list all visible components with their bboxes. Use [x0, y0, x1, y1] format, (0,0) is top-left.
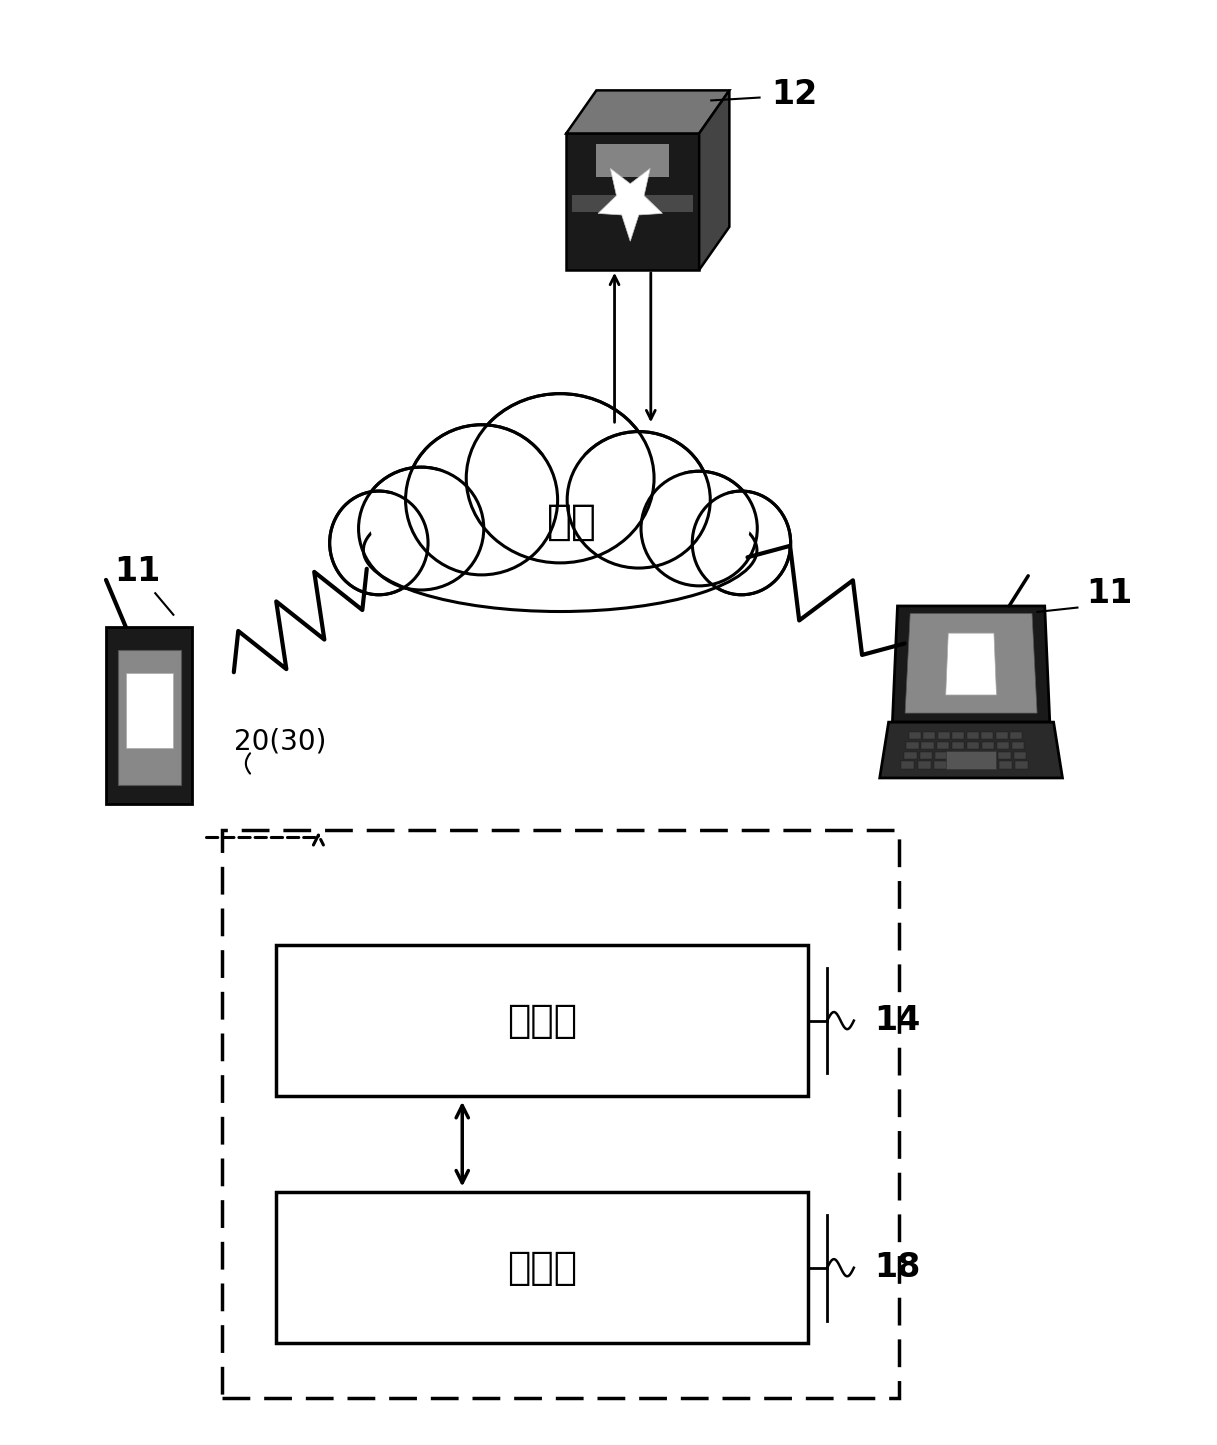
Polygon shape [596, 143, 669, 176]
Bar [221, 831, 898, 1397]
Bar [276, 1192, 808, 1344]
Polygon shape [946, 751, 997, 769]
Polygon shape [924, 733, 935, 740]
Text: 18: 18 [874, 1251, 921, 1285]
Polygon shape [950, 762, 964, 769]
Text: 14: 14 [874, 1004, 920, 1038]
Ellipse shape [359, 467, 484, 590]
Polygon shape [904, 751, 916, 759]
Text: 存储器: 存储器 [507, 1248, 577, 1286]
Polygon shape [966, 741, 978, 750]
Polygon shape [118, 650, 180, 785]
Ellipse shape [364, 488, 757, 611]
Polygon shape [880, 722, 1062, 777]
Polygon shape [999, 762, 1013, 769]
Ellipse shape [370, 454, 750, 597]
Polygon shape [966, 751, 980, 759]
Text: 网络: 网络 [548, 500, 598, 542]
Bar [276, 945, 808, 1097]
Polygon shape [982, 741, 994, 750]
Ellipse shape [567, 432, 711, 568]
Polygon shape [905, 614, 1037, 712]
Polygon shape [699, 91, 729, 270]
Polygon shape [920, 751, 932, 759]
Polygon shape [946, 633, 997, 695]
Polygon shape [968, 733, 978, 740]
Ellipse shape [405, 425, 557, 575]
Polygon shape [902, 762, 914, 769]
Polygon shape [892, 605, 1050, 722]
Polygon shape [950, 751, 964, 759]
Polygon shape [125, 673, 173, 749]
Ellipse shape [466, 393, 654, 564]
Ellipse shape [641, 471, 757, 585]
Polygon shape [952, 741, 964, 750]
Ellipse shape [692, 491, 791, 595]
Polygon shape [997, 741, 1009, 750]
Polygon shape [998, 751, 1010, 759]
Polygon shape [918, 762, 931, 769]
Polygon shape [1013, 741, 1025, 750]
Polygon shape [921, 741, 933, 750]
Polygon shape [996, 733, 1008, 740]
Polygon shape [935, 751, 948, 759]
Polygon shape [106, 627, 192, 803]
Text: 处理器: 处理器 [507, 1001, 577, 1039]
Polygon shape [938, 733, 949, 740]
Polygon shape [933, 762, 947, 769]
Text: 11: 11 [1086, 577, 1132, 610]
Text: 20(30): 20(30) [234, 727, 326, 756]
Polygon shape [598, 169, 662, 241]
Polygon shape [1015, 762, 1028, 769]
Polygon shape [937, 741, 949, 750]
Polygon shape [1014, 751, 1026, 759]
Polygon shape [966, 762, 980, 769]
Polygon shape [572, 195, 694, 212]
Polygon shape [566, 91, 729, 133]
Polygon shape [909, 733, 920, 740]
Polygon shape [1010, 733, 1022, 740]
Ellipse shape [364, 488, 757, 611]
Polygon shape [983, 762, 996, 769]
Polygon shape [981, 733, 993, 740]
Polygon shape [907, 741, 919, 750]
Polygon shape [953, 733, 964, 740]
Polygon shape [566, 133, 699, 270]
Ellipse shape [330, 491, 428, 595]
Text: 11: 11 [114, 555, 161, 588]
Polygon shape [982, 751, 996, 759]
Text: 12: 12 [772, 78, 818, 111]
